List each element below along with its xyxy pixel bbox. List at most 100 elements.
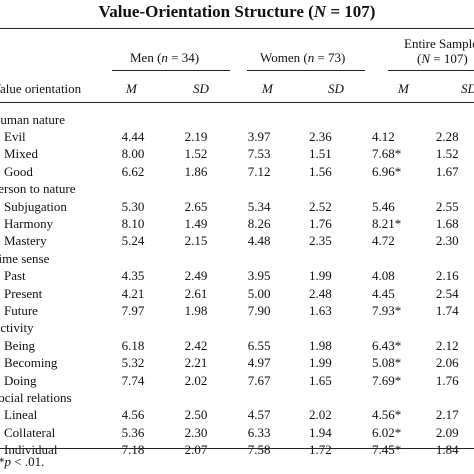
value-cell: 3.97 xyxy=(247,129,271,145)
value-cell: 1.86 xyxy=(184,163,208,179)
value-cell: 4.56* xyxy=(372,407,402,423)
value-cell: 8.21* xyxy=(372,216,402,232)
row-label-text: Lineal xyxy=(4,407,38,423)
row-label: Collateral xyxy=(0,424,112,441)
value-cell: 5.00 xyxy=(247,285,271,301)
value-cell: 2.15 xyxy=(184,233,208,249)
value-cell: 2.52 xyxy=(308,198,332,214)
table-row: Lineal 4.56 2.50 4.57 2.02 4.56* 2.17 xyxy=(0,407,474,424)
empty-cell xyxy=(436,111,474,128)
value-cell: 1.52 xyxy=(435,146,459,162)
empty-cell xyxy=(372,250,436,267)
empty-cell xyxy=(248,250,309,267)
value-cell: 2.49 xyxy=(184,268,208,284)
col-header-women-m: M xyxy=(262,81,273,96)
value-cell: 7.58 xyxy=(247,442,271,458)
value-cell: 6.33 xyxy=(247,424,271,440)
col-header-men-sd: SD xyxy=(193,81,209,96)
value-cell: 2.55 xyxy=(435,198,459,214)
empty-cell xyxy=(309,181,372,198)
value-cell: 6.43* xyxy=(372,337,402,353)
row-label-text: Evil xyxy=(4,129,26,145)
empty-cell xyxy=(112,250,185,267)
value-cell: 2.07 xyxy=(184,442,208,458)
value-cell: 4.45 xyxy=(372,285,395,301)
value-cell: 2.65 xyxy=(184,198,208,214)
section-row: Activity xyxy=(0,320,474,337)
value-cell: 5.36 xyxy=(121,424,145,440)
value-cell: 7.97 xyxy=(121,302,145,318)
value-cell: 7.69* xyxy=(372,372,402,388)
row-label: Subjugation xyxy=(0,198,112,215)
group-header-women: Women (n = 73) xyxy=(260,50,346,65)
value-cell: 2.50 xyxy=(184,407,208,423)
value-cell: 2.35 xyxy=(308,233,332,249)
value-cell: 4.56 xyxy=(121,407,145,423)
empty-cell xyxy=(248,389,309,406)
table-row: Harmony 8.10 1.49 8.26 1.76 8.21* 1.68 xyxy=(0,215,474,232)
value-cell: 5.08* xyxy=(372,355,402,371)
section-title: Human nature xyxy=(0,111,112,128)
row-label-text: Subjugation xyxy=(4,198,67,214)
empty-cell xyxy=(248,320,309,337)
header-rule xyxy=(0,102,474,103)
value-cell: 2.16 xyxy=(435,268,459,284)
value-cell: 5.24 xyxy=(121,233,145,249)
table-row: Evil 4.44 2.19 3.97 2.36 4.12 2.28 xyxy=(0,128,474,145)
data-table: Human nature Evil 4.44 2.19 3.97 2.36 4.12 2.28… xyxy=(0,111,474,459)
empty-cell xyxy=(309,389,372,406)
value-cell: 2.19 xyxy=(184,129,208,145)
value-cell: 2.21 xyxy=(184,355,208,371)
table-row: Good 6.62 1.86 7.12 1.56 6.96* 1.67 xyxy=(0,163,474,180)
value-cell: 2.30 xyxy=(435,233,459,249)
value-cell: 2.61 xyxy=(184,285,208,301)
value-cell: 1.74 xyxy=(435,302,459,318)
table-row: Mastery 5.24 2.15 4.48 2.35 4.72 2.30 xyxy=(0,233,474,250)
value-cell: 7.53 xyxy=(247,146,271,162)
empty-cell xyxy=(436,250,474,267)
section-title-text: Social relations xyxy=(0,389,72,405)
value-cell: 8.00 xyxy=(121,146,145,162)
value-cell: 4.97 xyxy=(247,355,271,371)
table-row: Past 4.35 2.49 3.95 1.99 4.08 2.16 xyxy=(0,268,474,285)
empty-cell xyxy=(372,181,436,198)
value-cell: 2.48 xyxy=(308,285,332,301)
group-rule-men xyxy=(112,70,230,71)
section-title: Activity xyxy=(0,320,112,337)
section-title-text: Person to nature xyxy=(0,181,76,197)
row-label: Harmony xyxy=(0,215,112,232)
table-row: Mixed 8.00 1.52 7.53 1.51 7.68* 1.52 xyxy=(0,146,474,163)
col-header-label: Value orientation xyxy=(0,81,82,96)
empty-cell xyxy=(436,320,474,337)
value-cell: 1.84 xyxy=(435,442,459,458)
table-row: Subjugation 5.30 2.65 5.34 2.52 5.46 2.55 xyxy=(0,198,474,215)
section-row: Time sense xyxy=(0,250,474,267)
value-cell: 7.12 xyxy=(247,163,271,179)
value-cell: 7.18 xyxy=(121,442,145,458)
table-title: Value-Orientation Structure (N = 107) xyxy=(98,2,376,21)
empty-cell xyxy=(112,389,185,406)
value-cell: 2.28 xyxy=(435,129,459,145)
value-cell: 1.52 xyxy=(184,146,208,162)
group-header-men: Men (n = 34) xyxy=(130,50,200,65)
value-cell: 6.96* xyxy=(372,163,402,179)
value-cell: 6.62 xyxy=(121,163,145,179)
row-label-text: Mixed xyxy=(4,146,38,162)
table-row: Individual 7.18 2.07 7.58 1.72 7.45* 1.84 xyxy=(0,441,474,458)
bottom-rule xyxy=(0,448,474,449)
table-row: Future 7.97 1.98 7.90 1.63 7.93* 1.74 xyxy=(0,302,474,319)
value-cell: 7.90 xyxy=(247,302,271,318)
group-rule-entire xyxy=(388,70,474,71)
empty-cell xyxy=(372,389,436,406)
value-cell: 7.68* xyxy=(372,146,402,162)
table-row: Present 4.21 2.61 5.00 2.48 4.45 2.54 xyxy=(0,285,474,302)
empty-cell xyxy=(309,250,372,267)
section-row: Person to nature xyxy=(0,181,474,198)
value-cell: 7.74 xyxy=(121,372,145,388)
row-label-text: Doing xyxy=(4,372,37,388)
row-label: Mixed xyxy=(0,146,112,163)
col-header-men-m: M xyxy=(126,81,137,96)
col-header-entire-sd: SD xyxy=(461,81,474,96)
empty-cell xyxy=(309,111,372,128)
empty-cell xyxy=(185,250,248,267)
